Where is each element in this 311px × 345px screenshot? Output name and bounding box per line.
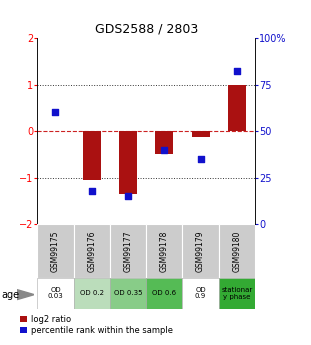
Text: GSM99179: GSM99179 (196, 230, 205, 272)
Bar (74, 278, 110, 309)
Text: GSM99178: GSM99178 (160, 230, 169, 272)
Bar (37, 278, 74, 309)
Point (89, 188, 94, 194)
Text: OD
0.9: OD 0.9 (195, 287, 206, 299)
Bar (228, 85, 246, 131)
Bar (110, 278, 146, 309)
Point (126, 194, 131, 199)
Text: age: age (2, 290, 20, 300)
Text: OD
0.03: OD 0.03 (48, 287, 63, 299)
Bar (119, 131, 137, 194)
Text: OD 0.6: OD 0.6 (152, 290, 176, 296)
Bar (146, 278, 183, 309)
Bar (83, 131, 101, 180)
Polygon shape (17, 290, 34, 299)
Text: OD 0.2: OD 0.2 (80, 290, 104, 296)
Bar (110, 224, 146, 278)
Bar (37, 224, 74, 278)
Bar (155, 131, 174, 155)
Text: GSM99177: GSM99177 (123, 230, 132, 272)
Bar (192, 131, 210, 137)
Point (162, 147, 167, 152)
Text: stationar
y phase: stationar y phase (221, 287, 253, 299)
Text: GSM99176: GSM99176 (87, 230, 96, 272)
Point (234, 69, 239, 74)
Legend: log2 ratio, percentile rank within the sample: log2 ratio, percentile rank within the s… (20, 315, 173, 335)
Bar (183, 224, 219, 278)
Point (53, 110, 58, 115)
Bar (219, 278, 255, 309)
Text: GSM99175: GSM99175 (51, 230, 60, 272)
Title: GDS2588 / 2803: GDS2588 / 2803 (95, 22, 198, 36)
Bar (146, 224, 183, 278)
Bar (219, 224, 255, 278)
Text: GSM99180: GSM99180 (232, 230, 241, 272)
Point (198, 156, 203, 162)
Bar (74, 224, 110, 278)
Text: OD 0.35: OD 0.35 (114, 290, 142, 296)
Bar (183, 278, 219, 309)
